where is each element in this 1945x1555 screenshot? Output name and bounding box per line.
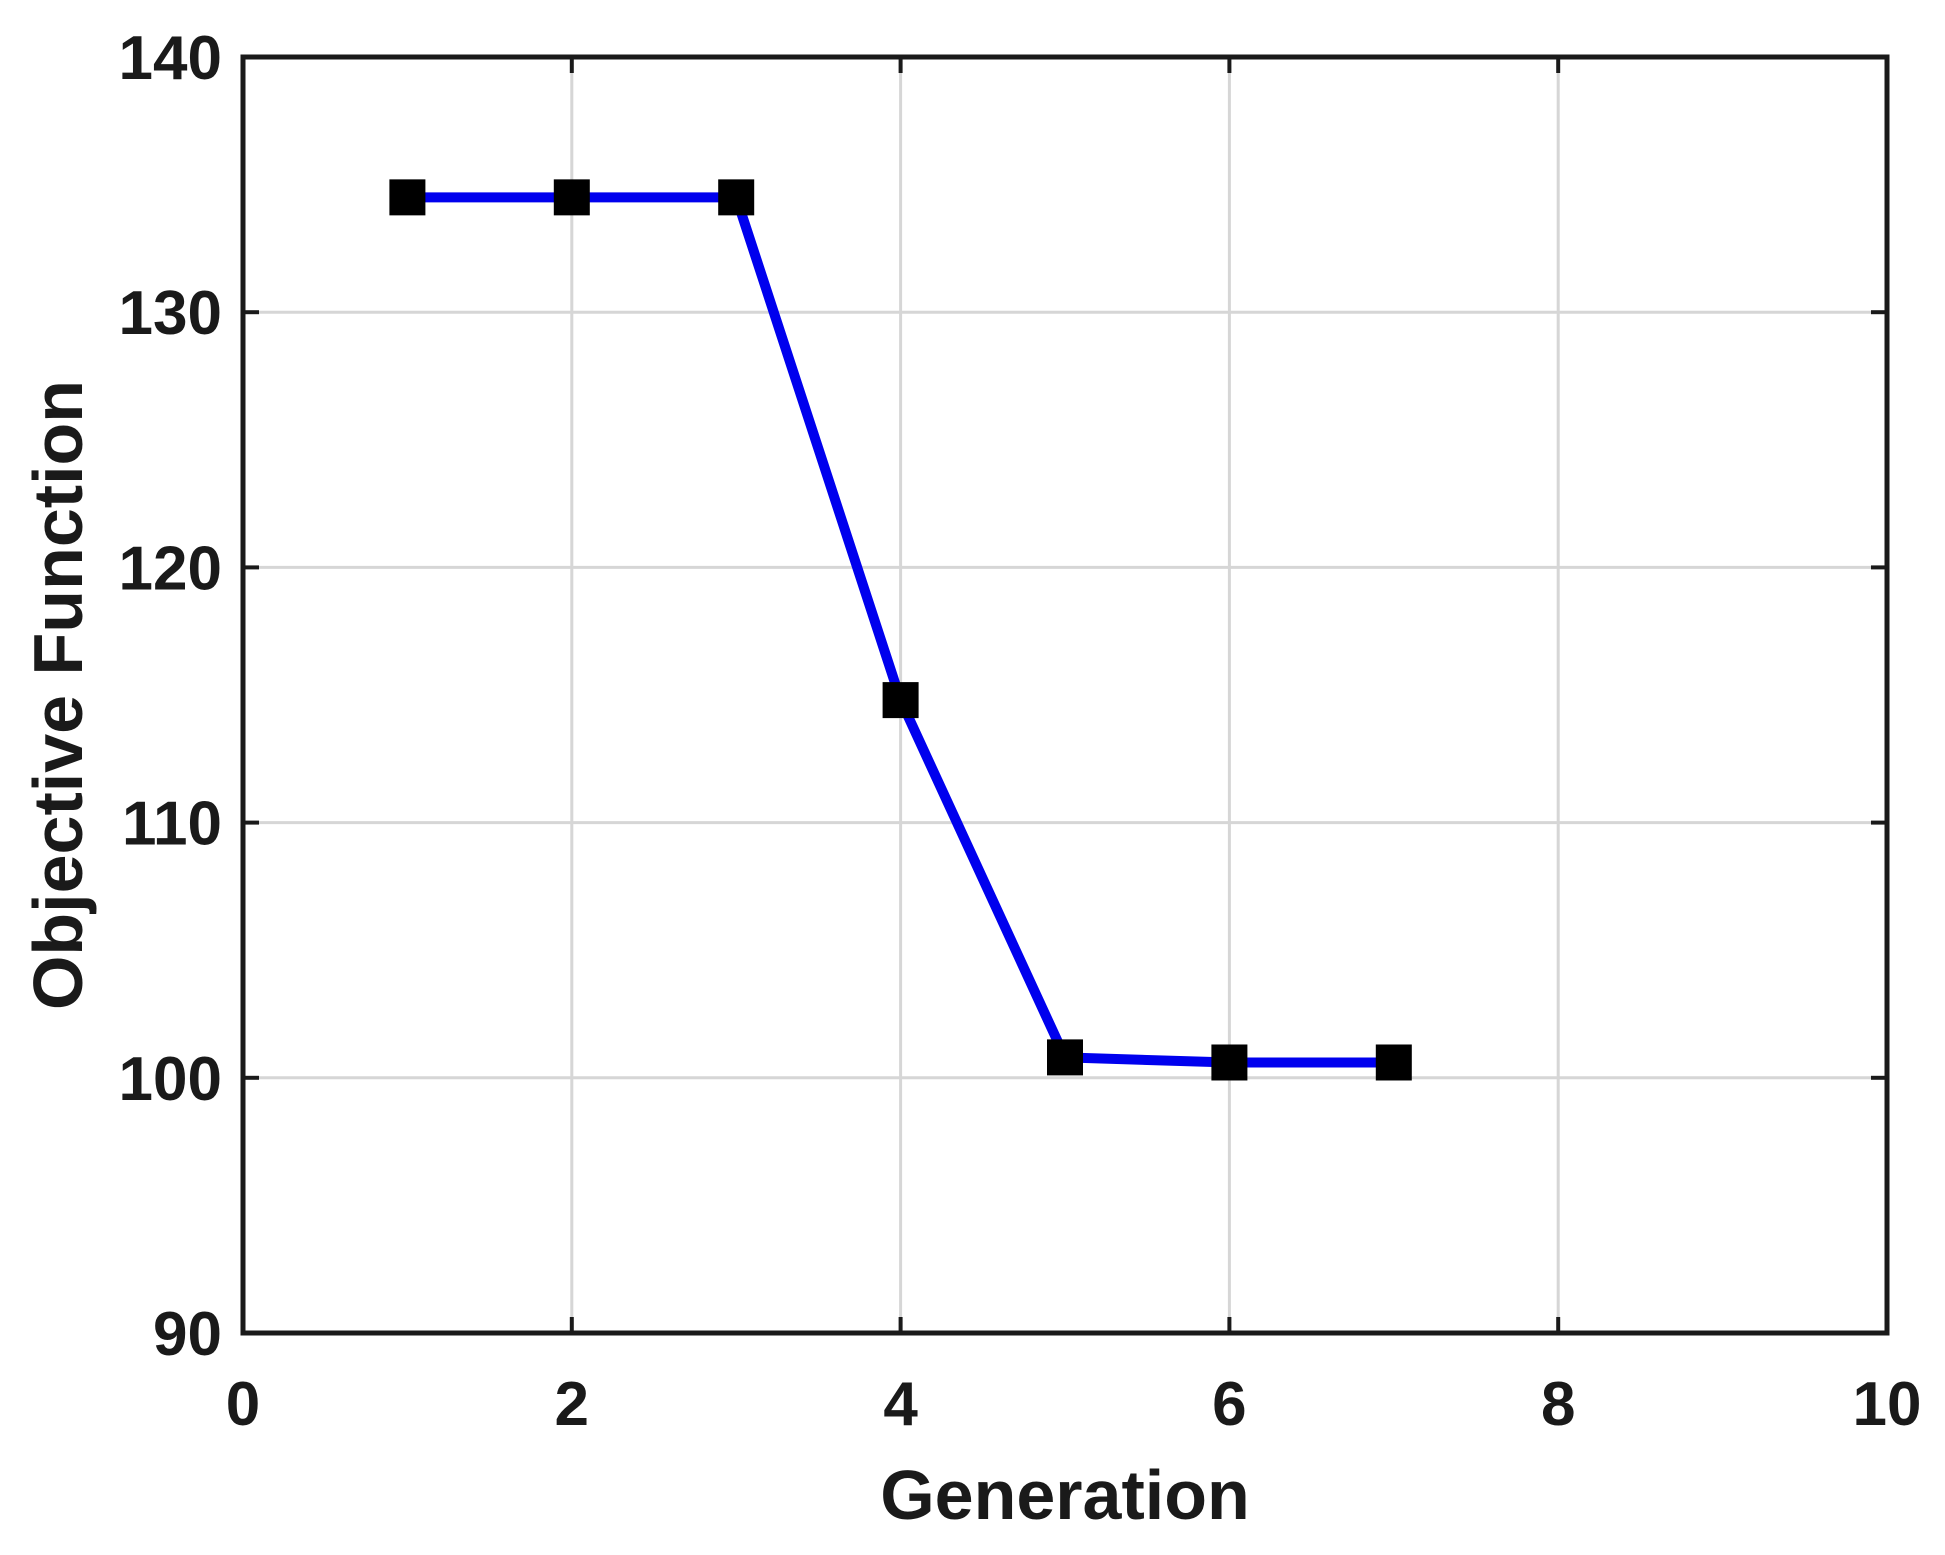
y-tick-label: 120 [119, 534, 222, 603]
x-axis-label: Generation [880, 1456, 1250, 1534]
y-tick-labels: 90 100 110 120 130 140 [119, 24, 222, 1369]
y-tick-label: 130 [119, 279, 222, 348]
x-tick-labels: 0 2 4 6 8 10 [226, 1370, 1922, 1439]
x-tick-label: 10 [1853, 1370, 1922, 1439]
plot-border [240, 54, 1890, 1336]
x-tick-label: 8 [1541, 1370, 1575, 1439]
data-point-marker [718, 179, 755, 216]
x-tick-label: 2 [555, 1370, 589, 1439]
y-tick-label: 100 [119, 1045, 222, 1114]
data-point-markers [389, 179, 1412, 1081]
tick-marks [241, 55, 1889, 1335]
y-axis-label: Objective Function [19, 380, 97, 1010]
x-tick-label: 4 [883, 1370, 918, 1439]
data-point-marker [1047, 1039, 1083, 1076]
gridlines [243, 57, 1887, 1333]
data-point-marker [1211, 1044, 1248, 1081]
y-tick-label: 90 [153, 1300, 222, 1369]
data-point-marker [389, 179, 426, 216]
data-point-marker [553, 179, 590, 216]
y-tick-label: 110 [122, 790, 222, 859]
x-tick-label: 6 [1212, 1370, 1246, 1439]
data-point-marker [882, 682, 919, 719]
data-point-marker [1375, 1044, 1412, 1081]
x-tick-label: 0 [226, 1370, 260, 1439]
y-tick-label: 140 [119, 24, 222, 93]
